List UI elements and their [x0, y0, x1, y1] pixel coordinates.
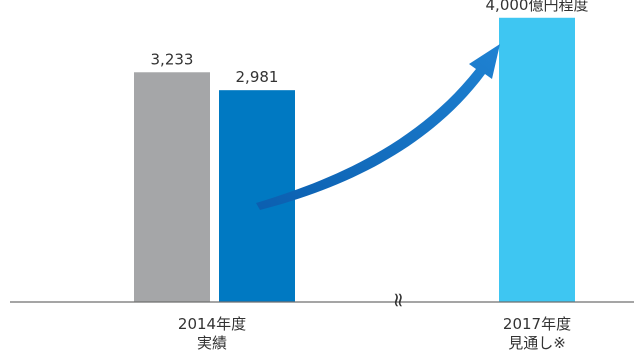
- category-label-2014-line2: 実績: [197, 334, 227, 352]
- value-labels-group: 3,233 2,981 4,000億円程度: [151, 0, 589, 86]
- bar-1: [134, 72, 210, 303]
- bar-3: [499, 17, 575, 302]
- axis-break-symbol: ≈: [387, 292, 411, 309]
- growth-arrow: [256, 44, 500, 210]
- category-label-2017: 2017年度 見通し※: [503, 315, 571, 352]
- bars-group: [134, 17, 575, 303]
- value-label-2: 2,981: [236, 68, 279, 86]
- category-label-2017-line1: 2017年度: [503, 315, 571, 333]
- category-label-2014-line1: 2014年度: [178, 315, 246, 333]
- category-label-2014: 2014年度 実績: [178, 315, 246, 352]
- value-label-1: 3,233: [151, 50, 194, 68]
- value-label-3: 4,000億円程度: [486, 0, 589, 14]
- category-label-2017-line2: 見通し※: [508, 334, 566, 352]
